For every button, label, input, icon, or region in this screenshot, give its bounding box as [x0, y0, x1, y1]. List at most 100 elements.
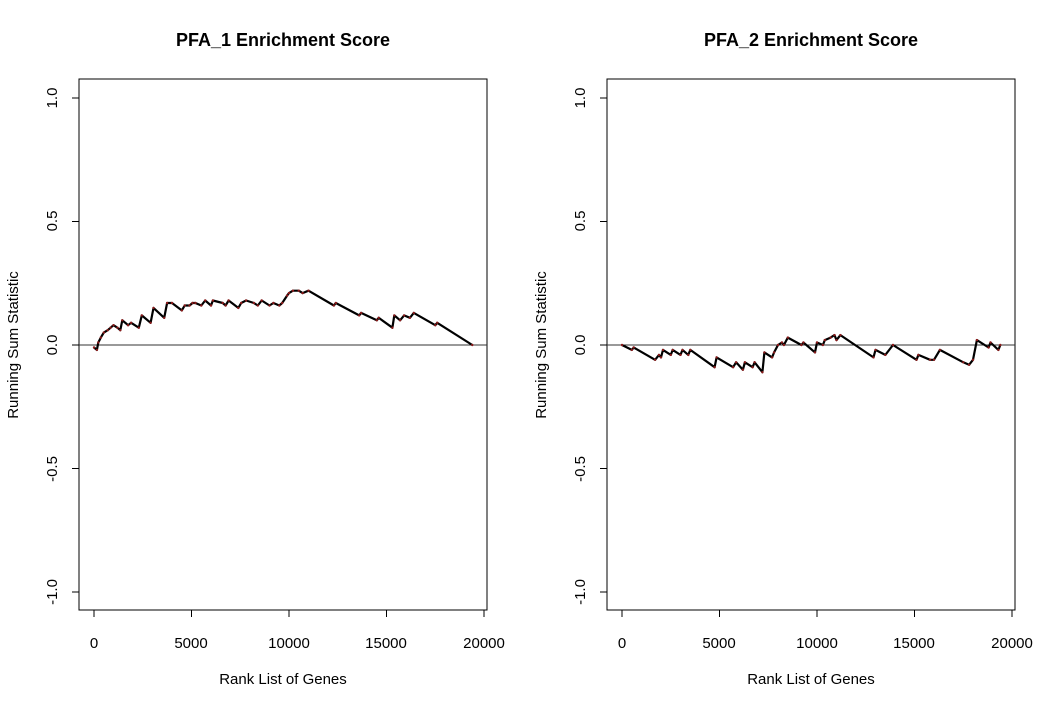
y-tick-label: 1.0 — [572, 88, 589, 109]
data-point — [713, 366, 716, 369]
data-point — [821, 343, 825, 347]
y-tick-label: 0.0 — [572, 335, 589, 356]
data-point — [874, 348, 877, 352]
data-point — [391, 326, 394, 329]
data-point — [971, 358, 975, 361]
data-point — [244, 299, 248, 302]
y-axis-label: Running Sum Statistic — [5, 271, 22, 419]
data-point — [170, 301, 174, 305]
data-point — [97, 341, 100, 344]
x-tick-label: 20000 — [991, 635, 1033, 652]
data-point — [281, 301, 284, 305]
x-tick-label: 5000 — [174, 635, 207, 652]
data-point — [278, 304, 281, 307]
data-point — [915, 358, 918, 361]
data-point — [661, 348, 665, 352]
data-point — [659, 356, 663, 359]
y-axis-ticks: -1.0 -0.5 0.0 0.5 1.0 — [572, 88, 589, 605]
y-tick-label: 1.0 — [44, 88, 61, 109]
data-point — [209, 304, 213, 307]
data-point — [92, 346, 96, 349]
data-point — [297, 289, 300, 292]
data-point — [872, 356, 875, 359]
data-point — [116, 326, 119, 329]
y-tick-label: 0.5 — [44, 211, 61, 232]
data-point — [140, 314, 143, 317]
data-point — [301, 291, 304, 295]
data-point — [731, 366, 735, 369]
data-point — [715, 356, 718, 359]
data-point — [112, 324, 115, 327]
data-point — [802, 341, 805, 344]
data-point — [839, 333, 842, 337]
data-point — [211, 299, 215, 302]
data-point — [237, 306, 240, 310]
data-point — [272, 301, 275, 305]
data-point — [180, 309, 183, 312]
data-point — [227, 299, 230, 302]
data-point — [285, 294, 289, 297]
x-tick-label: 10000 — [268, 635, 310, 652]
panel-pfa-1: PFA_1 Enrichment Score 0 5000 10000 1500… — [5, 30, 505, 688]
data-point — [332, 304, 336, 307]
y-tick-label: 0.5 — [572, 211, 589, 232]
y-axis-ticks: -1.0 -0.5 0.0 0.5 1.0 — [44, 88, 61, 605]
data-point — [833, 333, 836, 337]
x-axis-ticks: 0 5000 10000 15000 20000 — [90, 635, 505, 652]
data-point — [268, 304, 271, 307]
data-point — [835, 338, 838, 342]
x-axis-label: Rank List of Genes — [219, 671, 347, 688]
data-point — [256, 304, 259, 307]
data-point — [632, 346, 635, 349]
data-point — [95, 348, 99, 352]
data-point — [967, 363, 971, 366]
data-point — [975, 338, 979, 342]
data-point — [620, 343, 624, 347]
data-point — [307, 289, 310, 292]
data-point — [359, 311, 363, 315]
data-point — [741, 368, 745, 371]
data-point — [815, 341, 819, 344]
data-point — [436, 321, 439, 324]
plot-area — [600, 97, 1015, 617]
data-point — [240, 301, 243, 305]
data-point — [334, 301, 337, 305]
data-point — [823, 338, 826, 342]
data-point — [402, 314, 406, 317]
data-point — [221, 301, 224, 305]
data-point — [106, 329, 109, 332]
data-point — [932, 358, 936, 361]
y-tick-label: -0.5 — [44, 456, 61, 482]
running-sum-line — [621, 334, 1002, 374]
data-point — [377, 316, 380, 319]
running-sum-line — [93, 289, 473, 351]
data-point — [152, 306, 155, 310]
data-point — [657, 353, 661, 357]
data-point — [252, 301, 256, 305]
data-point — [743, 361, 747, 364]
x-axis-label: Rank List of Genes — [747, 671, 875, 688]
data-point — [412, 311, 415, 315]
data-point — [471, 343, 474, 347]
x-tick-label: 15000 — [365, 635, 407, 652]
data-point — [200, 304, 203, 307]
data-point — [687, 353, 690, 357]
data-point — [800, 343, 803, 347]
data-point — [291, 289, 295, 292]
data-point — [126, 324, 130, 327]
data-point — [829, 336, 832, 339]
data-point — [689, 348, 692, 352]
y-tick-label: -1.0 — [44, 579, 61, 605]
data-point — [928, 358, 932, 361]
data-point — [630, 348, 633, 352]
data-point — [121, 319, 124, 322]
x-tick-label: 0 — [90, 635, 98, 652]
data-point — [734, 361, 738, 364]
x-tick-label: 5000 — [702, 635, 735, 652]
data-point — [398, 319, 402, 322]
data-point — [287, 291, 291, 295]
data-point — [102, 331, 106, 334]
data-point — [813, 351, 817, 354]
x-tick-label: 15000 — [893, 635, 935, 652]
